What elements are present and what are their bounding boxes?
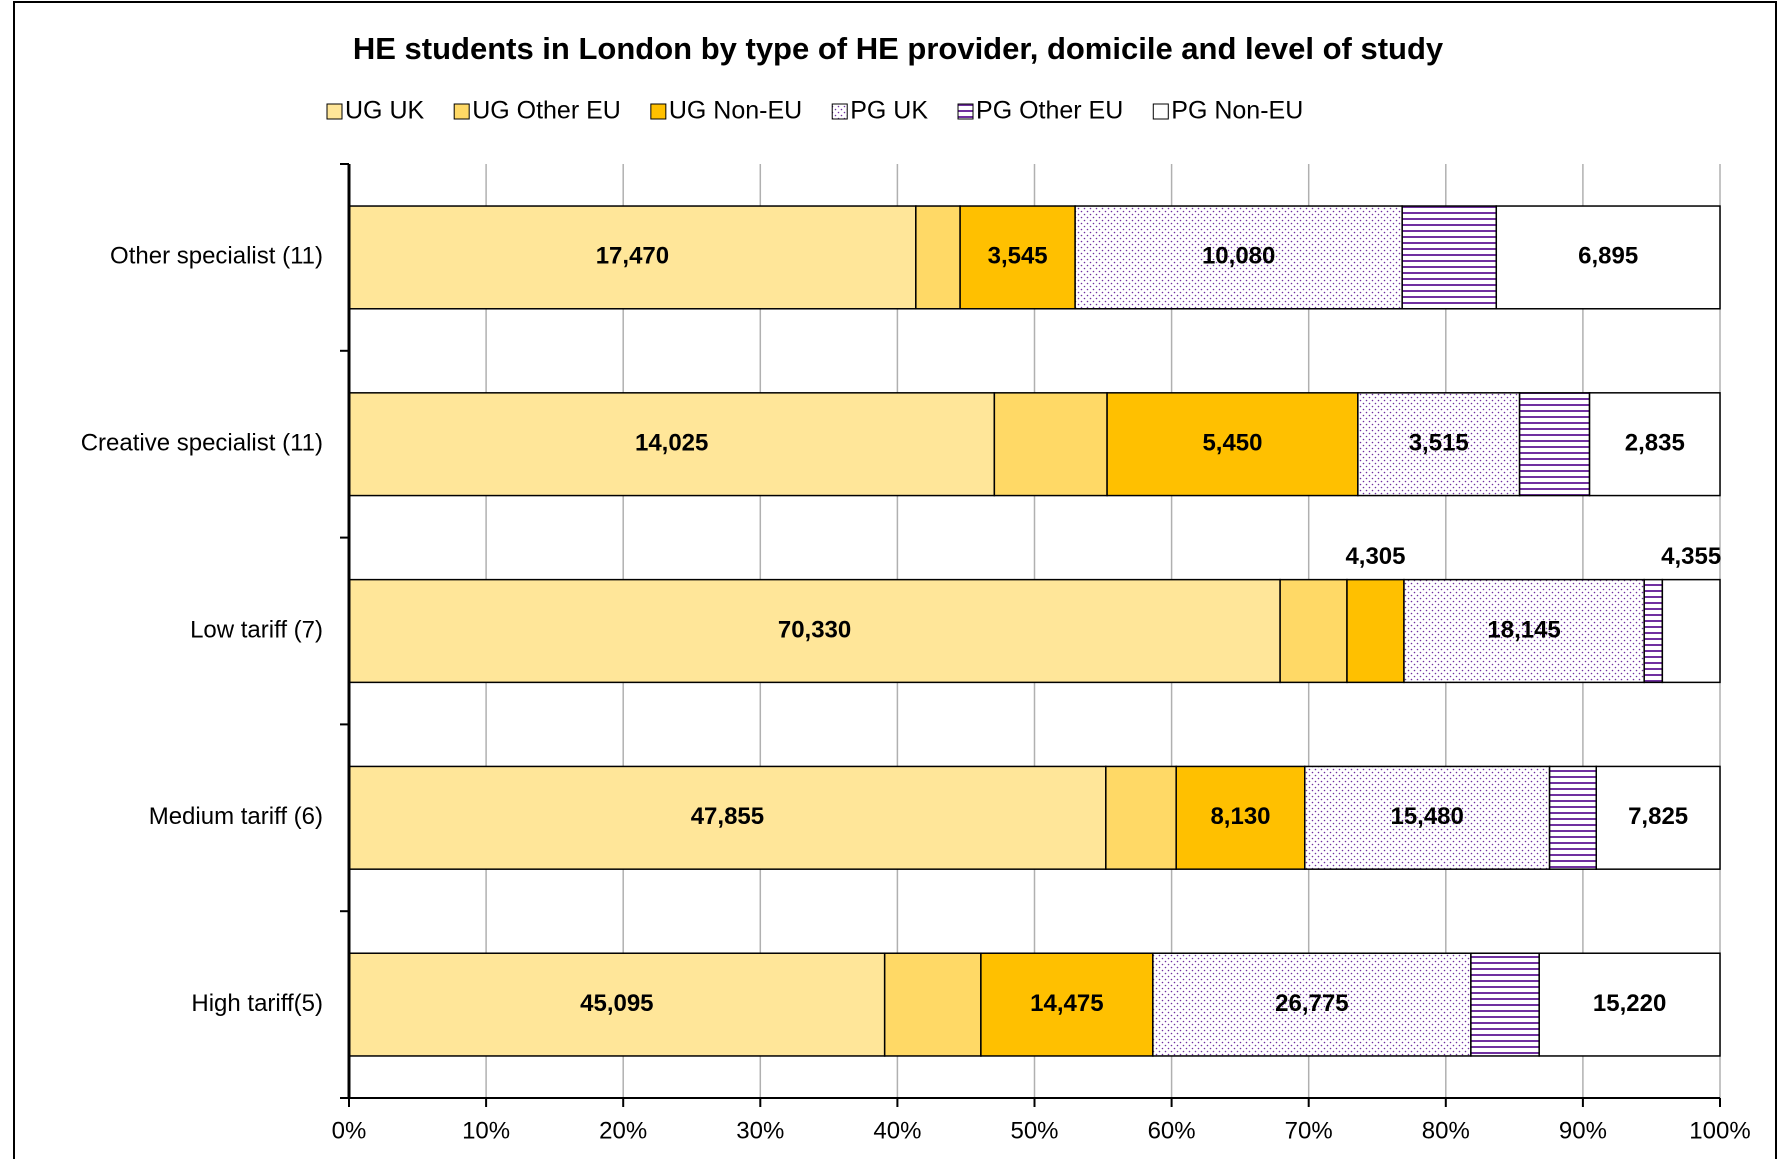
bar-segment xyxy=(1357,392,1521,497)
bar-segment xyxy=(1175,765,1306,870)
data-label: 4,305 xyxy=(1345,543,1405,570)
x-tick-label: 30% xyxy=(736,1117,784,1144)
legend-label: PG Non-EU xyxy=(1171,97,1303,125)
data-label: 2,835 xyxy=(1625,430,1685,457)
x-tick-label: 0% xyxy=(332,1117,367,1144)
data-label: 18,145 xyxy=(1487,616,1560,643)
bar-segment xyxy=(980,952,1154,1057)
data-label: 8,130 xyxy=(1210,803,1270,830)
data-label: 3,545 xyxy=(988,243,1048,270)
bar-segment xyxy=(1279,578,1348,684)
bar-segment xyxy=(1346,578,1405,684)
chart-title: HE students in London by type of HE prov… xyxy=(353,31,1444,66)
y-tick-label: Other specialist (11) xyxy=(110,243,323,270)
bar-segment xyxy=(1548,765,1597,870)
y-tick-label: High tariff(5) xyxy=(191,990,323,1017)
data-label: 6,895 xyxy=(1578,243,1638,270)
x-tick-label: 20% xyxy=(599,1117,647,1144)
data-label: 3,515 xyxy=(1409,430,1469,457)
bar-segment xyxy=(915,205,961,310)
bar-segment xyxy=(1495,205,1721,310)
bar-segment xyxy=(348,952,886,1057)
data-label: 7,825 xyxy=(1628,803,1688,830)
legend-swatch xyxy=(650,103,667,120)
bar-segment xyxy=(883,952,982,1057)
legend-label: UG Other EU xyxy=(472,97,621,125)
x-tick-label: 100% xyxy=(1689,1117,1750,1144)
legend-swatch xyxy=(957,103,974,120)
bar-segment xyxy=(1661,578,1721,684)
data-label: 10,080 xyxy=(1202,243,1275,270)
data-label: 14,025 xyxy=(635,430,708,457)
bar-segment xyxy=(1403,578,1645,684)
y-tick-label: Creative specialist (11) xyxy=(81,430,323,457)
bar-segment xyxy=(1074,205,1403,310)
data-label: 47,855 xyxy=(691,803,764,830)
bar-segment xyxy=(1470,952,1540,1057)
legend-swatch xyxy=(831,103,848,120)
x-tick-label: 50% xyxy=(1010,1117,1058,1144)
legend-label: UG UK xyxy=(345,97,425,125)
bar-segment xyxy=(348,578,1281,684)
y-tick-label: Medium tariff (6) xyxy=(149,803,323,830)
legend-swatch xyxy=(453,103,470,120)
data-label: 4,355 xyxy=(1661,543,1721,570)
legend-label: PG Other EU xyxy=(976,97,1123,125)
legend-label: UG Non-EU xyxy=(669,97,802,125)
bar-segment xyxy=(348,392,996,497)
bar-segment xyxy=(1106,392,1359,497)
bar-segment xyxy=(1152,952,1472,1057)
bar-segment xyxy=(993,392,1108,497)
x-tick-label: 10% xyxy=(462,1117,510,1144)
data-label: 14,475 xyxy=(1030,990,1103,1017)
x-tick-label: 60% xyxy=(1148,1117,1196,1144)
bar-segment xyxy=(348,765,1107,870)
x-tick-label: 40% xyxy=(873,1117,921,1144)
legend-swatch xyxy=(1152,103,1169,120)
data-label: 15,480 xyxy=(1390,803,1463,830)
bar-segment xyxy=(1595,765,1721,870)
x-tick-label: 80% xyxy=(1422,1117,1470,1144)
data-label: 17,470 xyxy=(596,243,669,270)
bar-segment xyxy=(1304,765,1551,870)
bar-segment xyxy=(1538,952,1721,1057)
data-label: 45,095 xyxy=(580,990,653,1017)
data-label: 26,775 xyxy=(1275,990,1348,1017)
legend-swatch xyxy=(326,103,343,120)
y-tick-label: Low tariff (7) xyxy=(190,616,323,643)
data-label: 70,330 xyxy=(778,616,851,643)
bar-segment xyxy=(1643,578,1664,684)
legend-label: PG UK xyxy=(850,97,928,125)
x-tick-label: 70% xyxy=(1285,1117,1333,1144)
bar-segment xyxy=(1588,392,1721,497)
bar-segment xyxy=(1105,765,1177,870)
bar-segment xyxy=(1401,205,1498,310)
x-tick-label: 90% xyxy=(1559,1117,1607,1144)
data-label: 5,450 xyxy=(1202,430,1262,457)
bar-segment xyxy=(1518,392,1591,497)
data-label: 15,220 xyxy=(1593,990,1666,1017)
